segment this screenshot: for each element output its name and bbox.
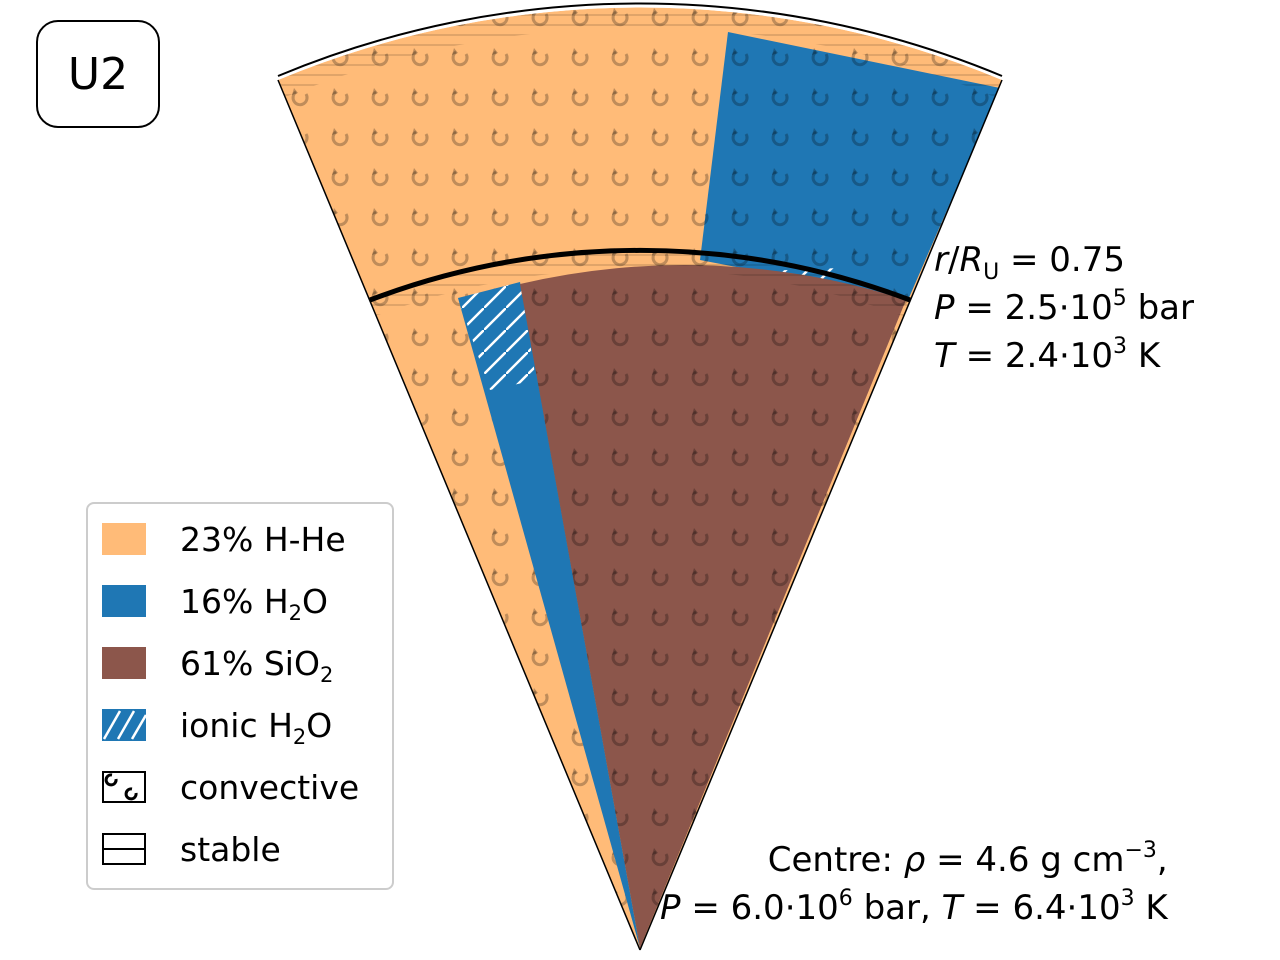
boundary-annotation: r/RU = 0.75 P = 2.5·105 bar T = 2.4·103 … <box>934 236 1194 380</box>
legend-item-h-he: 23% H-He <box>102 514 346 564</box>
outer-h2o-convective-texture <box>700 32 1000 300</box>
surface-arc <box>277 2 1003 77</box>
boundary-temperature-line: T = 2.4·103 K <box>934 334 1161 377</box>
wedge-right-edge <box>639 79 1003 951</box>
panel-tag: U2 <box>36 20 160 128</box>
boundary-pressure-line: P = 2.5·105 bar <box>934 286 1194 329</box>
boundary-stable-band <box>370 250 908 318</box>
legend-item-ionic-h2o: ionic H2O <box>102 700 332 750</box>
legend-swatch-sio2 <box>102 647 146 679</box>
centre-pt-line: P = 6.0·106 bar, T = 6.4·103 K <box>660 886 1168 929</box>
legend-swatch-h-he <box>102 523 146 555</box>
layer-boundary-arc <box>369 248 911 303</box>
legend-item-h2o: 16% H2O <box>102 576 328 626</box>
legend-item-convective: convective <box>102 762 359 812</box>
boundary-radius-line: r/RU = 0.75 <box>934 240 1125 285</box>
legend-swatch-ionic-h2o <box>102 709 146 741</box>
legend-item-sio2: 61% SiO2 <box>102 638 333 688</box>
surface-stable-band <box>278 7 1002 101</box>
convective-icon <box>102 771 146 803</box>
stable-icon <box>102 833 146 865</box>
sio2-convective-texture <box>520 265 906 949</box>
legend-swatch-h2o <box>102 585 146 617</box>
ionic-h2o-hatch <box>458 282 536 390</box>
legend: 23% H-He 16% H2O 61% SiO2 ionic H2O conv… <box>86 502 394 890</box>
centre-density-line: Centre: ρ = 4.6 g cm−3, <box>767 838 1168 881</box>
inner-h2o-region <box>458 282 640 948</box>
centre-annotation: Centre: ρ = 4.6 g cm−3, P = 6.0·106 bar,… <box>660 836 1168 932</box>
wedge-left-edge <box>277 79 641 951</box>
legend-item-stable: stable <box>102 824 281 874</box>
